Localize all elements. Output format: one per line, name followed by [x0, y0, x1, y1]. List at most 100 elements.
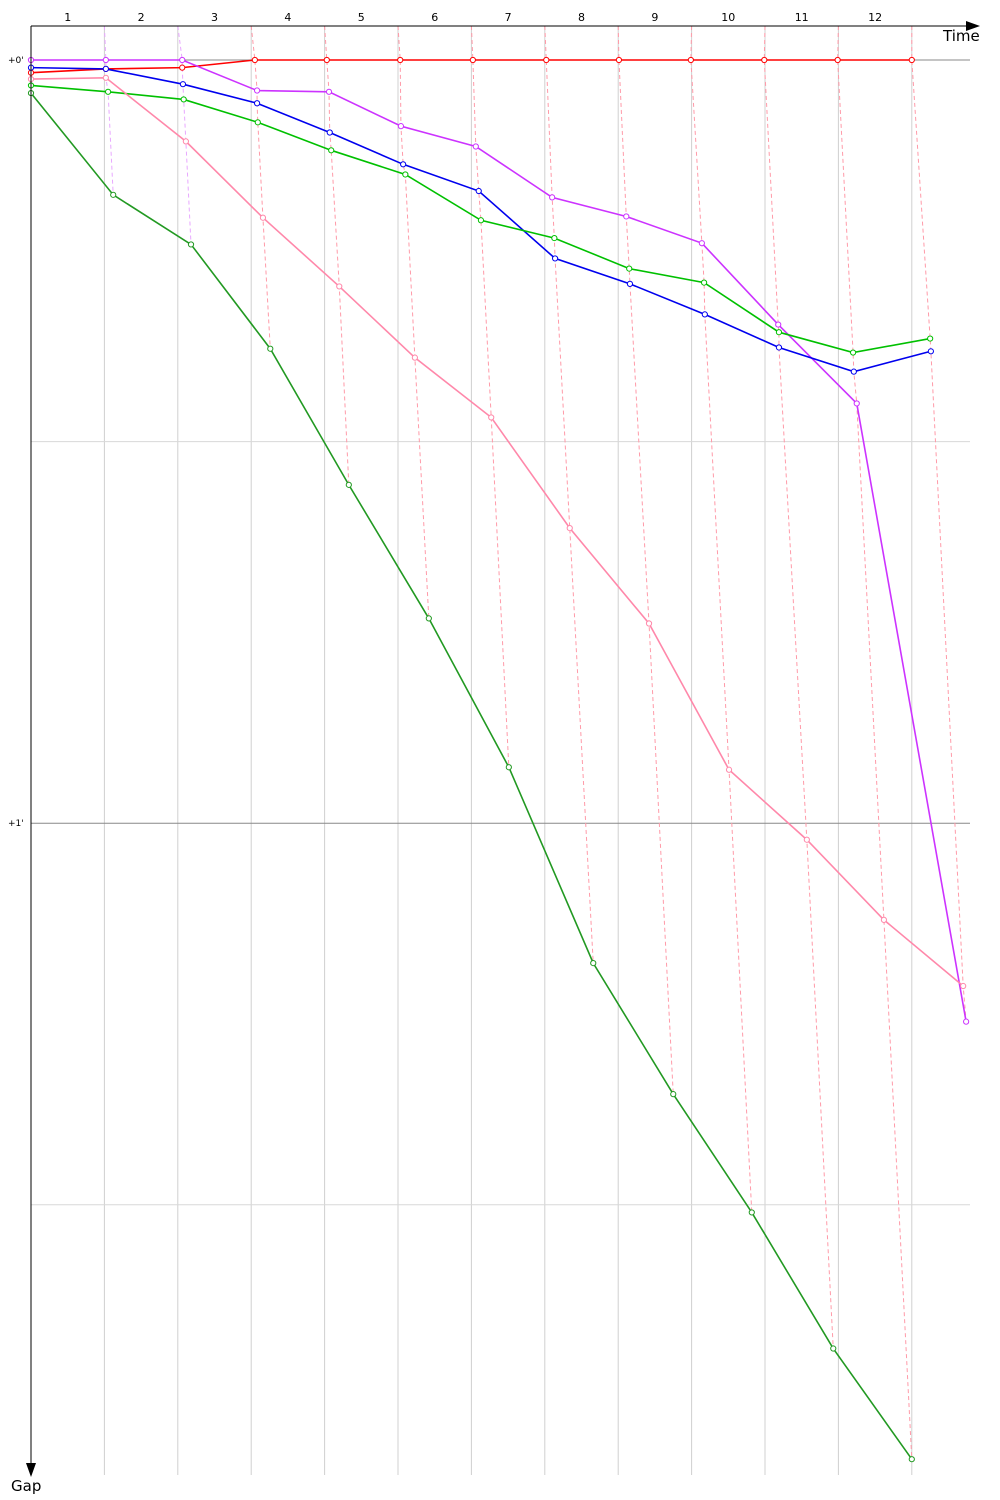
data-point	[411, 354, 418, 361]
x-tick-label: 5	[358, 11, 365, 24]
axes: Time Gap	[11, 21, 980, 1495]
data-point	[623, 213, 630, 220]
x-tick-label: 8	[578, 11, 585, 24]
data-point	[187, 241, 195, 248]
lap-connector	[470, 25, 510, 768]
data-point	[475, 187, 482, 195]
y-axis-arrow-icon	[26, 1463, 36, 1477]
x-tick-label: 4	[284, 11, 291, 24]
x-tick-label: 9	[651, 11, 658, 24]
series-lines	[27, 56, 970, 1463]
lap-connector	[763, 25, 834, 1349]
lap-connector	[544, 25, 594, 964]
lap-connector	[911, 26, 967, 1022]
lap-connector	[617, 25, 674, 1095]
data-point	[670, 1091, 677, 1098]
data-point	[645, 620, 653, 627]
data-point	[328, 147, 335, 154]
data-point	[104, 88, 112, 95]
series-4	[27, 74, 967, 990]
data-point	[488, 414, 495, 421]
data-point	[110, 191, 117, 198]
data-point	[775, 344, 783, 351]
y-tick-label: +1'	[8, 819, 24, 829]
data-point	[180, 96, 187, 103]
x-tick-label: 12	[868, 11, 882, 24]
data-point	[325, 88, 333, 95]
data-point	[472, 143, 479, 150]
data-point	[179, 64, 186, 71]
data-point	[397, 56, 404, 64]
data-point	[908, 1456, 915, 1463]
data-point	[259, 214, 267, 221]
series-5	[27, 89, 915, 1463]
data-point	[182, 138, 189, 145]
data-point	[397, 123, 405, 130]
data-point	[963, 1018, 970, 1025]
data-point	[880, 916, 888, 923]
data-point	[179, 56, 186, 64]
data-point	[626, 280, 634, 287]
data-point	[849, 349, 857, 356]
data-point	[775, 329, 783, 336]
data-point	[102, 56, 109, 64]
data-point	[267, 345, 274, 352]
x-axis-label: Time	[942, 27, 980, 45]
data-point	[549, 194, 556, 201]
data-point	[626, 265, 633, 272]
data-point	[850, 368, 857, 375]
data-point	[761, 56, 768, 64]
data-point	[253, 100, 261, 107]
data-point	[179, 81, 187, 88]
data-point	[102, 74, 109, 81]
data-point	[803, 836, 810, 843]
data-point	[254, 119, 261, 126]
x-tick-label: 1	[64, 11, 71, 24]
data-point	[253, 87, 261, 94]
series-line	[30, 92, 913, 1460]
x-tick-label: 10	[721, 11, 735, 24]
data-point	[469, 56, 476, 64]
data-point	[908, 56, 915, 64]
data-point	[853, 400, 860, 407]
data-point	[700, 279, 708, 286]
data-point	[687, 56, 694, 64]
data-point	[326, 129, 333, 136]
lap-connector	[837, 25, 913, 1460]
x-axis-arrow-icon	[966, 21, 980, 31]
data-point	[505, 764, 512, 771]
lap-connector	[397, 25, 430, 619]
series-1	[27, 56, 970, 1025]
tick-labels: 1 2 3 4 5 6 7 8 9 10 11 12+0'+1'	[8, 11, 882, 829]
data-point	[927, 348, 934, 355]
data-point	[748, 1209, 755, 1216]
y-axis-label: Gap	[11, 1477, 41, 1495]
data-point	[543, 56, 550, 64]
data-point	[775, 321, 782, 328]
data-point	[701, 311, 708, 318]
lap-connector	[250, 25, 271, 349]
x-tick-label: 2	[138, 11, 145, 24]
data-point	[336, 283, 343, 290]
data-point	[323, 56, 330, 64]
data-point	[725, 766, 733, 773]
data-point	[402, 171, 409, 178]
data-point	[345, 481, 352, 488]
y-tick-label: +0'	[8, 56, 24, 66]
x-tick-label: 11	[795, 11, 809, 24]
data-point	[425, 615, 432, 622]
data-point	[834, 56, 841, 64]
data-point	[615, 56, 623, 64]
series-0	[27, 56, 915, 76]
data-point	[400, 161, 407, 168]
series-3	[27, 82, 934, 356]
data-point	[477, 217, 485, 224]
x-tick-label: 3	[211, 11, 218, 24]
series-line	[31, 59, 967, 1022]
data-point	[566, 524, 573, 532]
data-point	[102, 65, 109, 73]
data-point	[251, 56, 258, 64]
data-point	[927, 335, 934, 342]
lap-connector	[690, 25, 753, 1213]
